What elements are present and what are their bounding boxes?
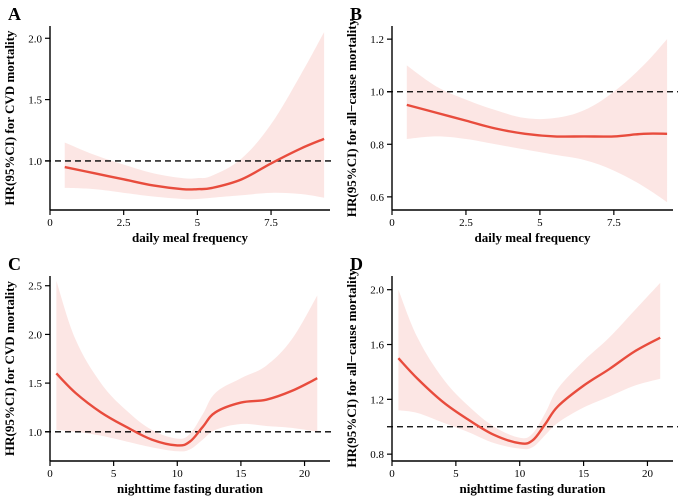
y-tick-label: 2.0 — [28, 329, 42, 341]
x-tick-label: 15 — [578, 468, 590, 480]
y-tick-label: 2.0 — [370, 285, 384, 297]
panel-label-B: B — [350, 4, 362, 25]
x-tick-label: 5 — [537, 217, 543, 229]
x-tick-label: 15 — [235, 468, 247, 480]
y-tick-label: 0.8 — [370, 139, 384, 151]
panel-A: A 0 2.5 5 7.5 1.0 1.5 2.0 daily meal frequency H… — [0, 0, 342, 250]
x-axis-label: daily meal frequency — [132, 230, 249, 245]
x-tick-label: 7.5 — [607, 217, 621, 229]
x-tick-label: 5 — [195, 217, 201, 229]
x-tick-label: 2.5 — [459, 217, 473, 229]
ci-band — [56, 281, 317, 452]
panel-label-A: A — [8, 4, 21, 25]
panel-label-D: D — [350, 254, 363, 275]
x-tick-label: 7.5 — [264, 217, 278, 229]
x-tick-label: 5 — [111, 468, 117, 480]
ci-band — [407, 39, 667, 202]
chart-C: 0 5 10 15 20 1.0 1.5 2.0 2.5 nighttime fasting du… — [0, 250, 342, 501]
panel-B: B 0 2.5 5 7.5 0.6 0.8 1.0 1.2 daily meal frequen… — [342, 0, 685, 250]
chart-D: 0 5 10 15 20 0.8 1.2 1.6 2.0 nighttime fasting du… — [342, 250, 685, 501]
x-tick-label: 0 — [389, 217, 395, 229]
x-tick-label: 2.5 — [117, 217, 131, 229]
x-tick-label: 0 — [47, 217, 53, 229]
chart-B: 0 2.5 5 7.5 0.6 0.8 1.0 1.2 daily meal frequency… — [342, 0, 685, 250]
y-tick-label: 1.5 — [28, 95, 42, 107]
x-tick-label: 20 — [642, 468, 654, 480]
x-tick-label: 10 — [514, 468, 526, 480]
x-tick-label: 0 — [47, 468, 53, 480]
panel-C: C 0 5 10 15 20 1.0 1.5 2.0 2.5 nighttime fasting … — [0, 250, 342, 501]
x-tick-label: 20 — [299, 468, 311, 480]
y-axis-label: HR(95%CI) for CVD mortality — [2, 30, 17, 205]
x-tick-label: 0 — [389, 468, 395, 480]
ci-band — [398, 283, 660, 449]
y-tick-label: 2.5 — [28, 281, 42, 293]
x-tick-label: 10 — [172, 468, 184, 480]
y-tick-label: 1.5 — [28, 378, 42, 390]
y-tick-label: 1.6 — [370, 340, 384, 352]
y-tick-label: 0.8 — [370, 449, 384, 461]
y-tick-label: 1.2 — [370, 394, 384, 406]
panel-D: D 0 5 10 15 20 0.8 1.2 1.6 2.0 nighttime fasting … — [342, 250, 685, 501]
x-axis-label: nighttime fasting duration — [117, 481, 264, 496]
figure-grid: A 0 2.5 5 7.5 1.0 1.5 2.0 daily meal frequency H… — [0, 0, 685, 501]
x-axis-label: daily meal frequency — [474, 230, 591, 245]
y-axis-label: HR(95%CI) for all−cause mortality — [344, 18, 359, 217]
y-tick-label: 1.0 — [370, 87, 384, 99]
y-tick-label: 1.0 — [28, 156, 42, 168]
x-axis-label: nighttime fasting duration — [460, 481, 607, 496]
y-axis-label: HR(95%CI) for CVD mortality — [2, 281, 17, 456]
y-axis-label: HR(95%CI) for all−cause mortality — [344, 269, 359, 468]
panel-label-C: C — [8, 254, 21, 275]
y-tick-label: 1.2 — [370, 34, 384, 46]
chart-A: 0 2.5 5 7.5 1.0 1.5 2.0 daily meal frequency HR(… — [0, 0, 342, 250]
x-tick-label: 5 — [453, 468, 459, 480]
y-tick-label: 2.0 — [28, 33, 42, 45]
y-tick-label: 0.6 — [370, 192, 384, 204]
y-tick-label: 1.0 — [28, 427, 42, 439]
